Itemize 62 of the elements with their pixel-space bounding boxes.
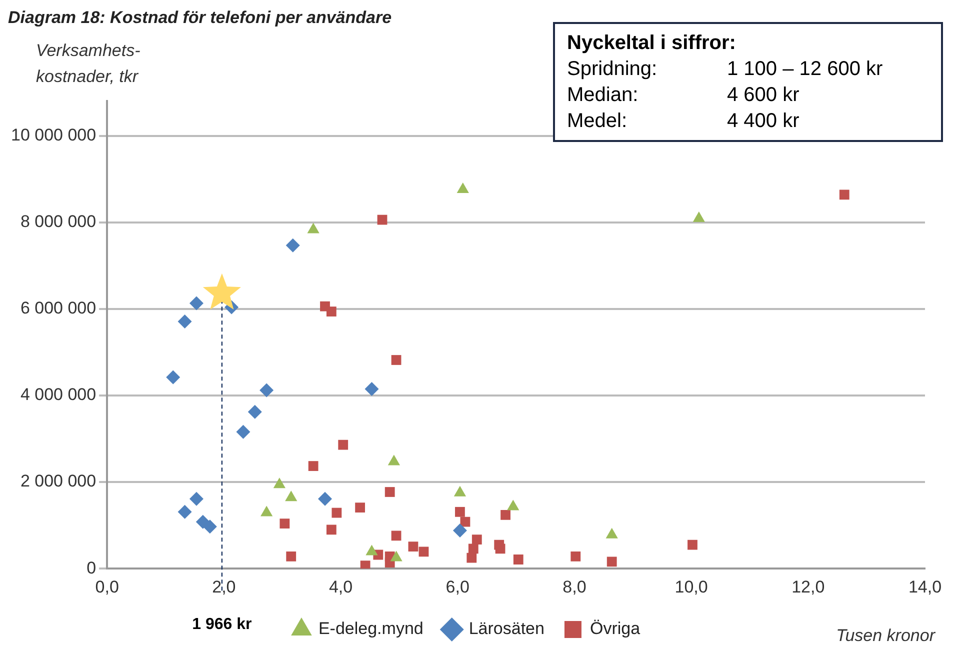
point [178, 504, 192, 519]
point [355, 502, 366, 513]
point [466, 552, 477, 563]
point [839, 190, 850, 200]
x-tick-label: 0,0 [95, 577, 119, 596]
x-axis-title: Tusen kronor [836, 626, 935, 646]
point [418, 546, 429, 557]
x-tick-label: 8,0 [562, 577, 586, 596]
point [452, 524, 467, 538]
chart-title: Diagram 18: Kostnad för telefoni per användare [8, 8, 393, 29]
point [248, 404, 262, 419]
y-tick-label: 8 000 000 [20, 212, 96, 232]
point [308, 461, 318, 471]
point [391, 530, 402, 541]
ref-line-label: 1 966 kr [192, 616, 252, 634]
point [286, 552, 296, 562]
point [360, 560, 370, 569]
x-tick-label: 2,0 [212, 577, 236, 596]
point [468, 544, 478, 554]
y-tick-label: 4 000 000 [20, 385, 96, 404]
point [384, 487, 395, 497]
legend-label: Lärosäten [468, 619, 544, 638]
y-tick-label: 6 000 000 [20, 298, 96, 318]
point [377, 214, 388, 225]
y-tick-label: 10 000 000 [10, 126, 96, 145]
point [570, 552, 581, 562]
x-tick-label: 14,0 [908, 577, 942, 596]
x-tick-label: 10,0 [674, 577, 708, 596]
point [178, 314, 192, 328]
legend-label: Övriga [590, 619, 641, 638]
point [472, 534, 482, 545]
point [326, 306, 336, 316]
y-tick-label: 2 000 000 [20, 472, 96, 491]
point [189, 296, 204, 310]
legend-label: E-deleg.mynd [318, 619, 424, 638]
point [500, 510, 510, 520]
point [318, 492, 332, 506]
x-tick-label: 4,0 [328, 577, 353, 596]
x-tick-label: 6,0 [446, 577, 470, 596]
point [460, 516, 470, 527]
point [236, 424, 250, 439]
point [513, 554, 524, 564]
point [606, 556, 617, 567]
point [189, 492, 204, 506]
point [260, 383, 274, 398]
point [338, 440, 348, 450]
point [408, 542, 418, 552]
point [364, 382, 379, 396]
key-figures-box: Nyckeltal i siffror: Spridning: 1 100 – 12 600 kr Median: 4 600 kr Medel: 4 400 kr [553, 22, 943, 142]
point [202, 520, 217, 534]
point [286, 238, 300, 252]
point [391, 355, 402, 365]
y-axis-title: Verksamhets- kostnader, tkr [36, 40, 140, 88]
point [326, 524, 336, 535]
point [280, 518, 290, 529]
x-tick-label: 12,0 [792, 577, 825, 596]
point [495, 544, 506, 554]
y-tick-label: 0 [86, 558, 96, 578]
point [332, 508, 342, 518]
point [166, 370, 180, 384]
point [455, 506, 465, 517]
point [688, 540, 698, 550]
